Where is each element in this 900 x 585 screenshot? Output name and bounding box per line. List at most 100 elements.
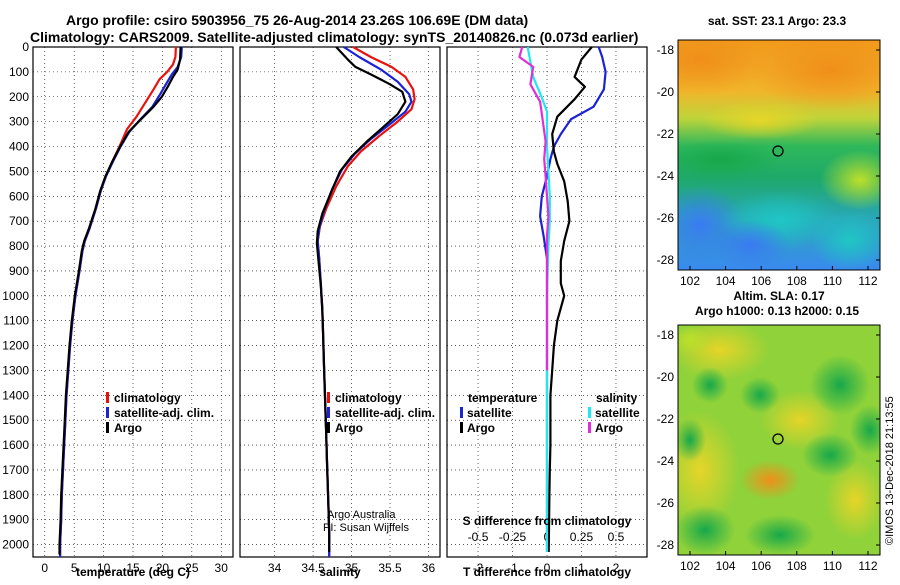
legend-swatch-temp-satellite — [460, 407, 463, 418]
depth-tick-label: 700 — [9, 214, 29, 228]
legend-label-sal-satellite: satellite — [595, 406, 640, 420]
temperature-xtick-label: 20 — [156, 561, 170, 575]
map-xtick-label: 108 — [787, 274, 807, 288]
x-axis-ticks: 0 5 10 15 20 25 30 34 34.5 35 35.5 36 -2 -1 0 1 2 -0.5 -0.… — [41, 530, 624, 575]
credit-pi: PI: Susan Wijffels — [323, 522, 409, 534]
sst-map-image — [678, 40, 880, 270]
sla-map-image — [678, 325, 880, 555]
map-xtick-label: 112 — [858, 274, 877, 288]
salinity-plot-frame — [239, 46, 441, 558]
depth-tick-label: 1700 — [2, 463, 29, 477]
legend-swatch-climatology — [327, 392, 330, 403]
depth-tick-label: 1900 — [2, 513, 29, 527]
legend-label-argo: Argo — [335, 421, 363, 435]
salinity-difference-tick-label: 0.5 — [608, 530, 625, 544]
legend-swatch-argo — [106, 422, 109, 433]
legend-label-temp-satellite: satellite — [467, 406, 512, 420]
legend-title-temperature: temperature — [468, 391, 538, 405]
temperature-xtick-label: 15 — [126, 561, 140, 575]
legend-label-climatology: climatology — [335, 391, 402, 405]
differences-series-salinity-argo — [518, 46, 550, 371]
depth-tick-label: 100 — [9, 65, 29, 79]
legend-label-satellite: satellite-adj. clim. — [114, 406, 214, 420]
salinity-series-argo — [315, 46, 407, 552]
sst-map-axes: 102 104 106 108 110 112 -18 -20 -22 -24 -26 -28 — [657, 43, 880, 288]
map-ytick-label: -24 — [657, 169, 675, 183]
legend-swatch-temp-argo — [460, 422, 463, 433]
imos-credit: ©IMOS 13-Dec-2018 21:13:55 — [884, 396, 896, 545]
header-line-1: Argo profile: csiro 5903956_75 26-Aug-20… — [66, 12, 528, 28]
temperature-series-argo — [58, 46, 182, 555]
sst-map-title: sat. SST: 23.1 Argo: 23.3 — [708, 14, 847, 28]
credit-argo-australia: Argo Australia — [327, 509, 396, 521]
legend-label-satellite: satellite-adj. clim. — [335, 406, 435, 420]
depth-tick-label: 900 — [9, 264, 29, 278]
salinity-legend: climatology satellite-adj. clim. Argo Ar… — [323, 391, 435, 534]
sla-map-frame — [677, 324, 881, 556]
sla-argo-location-marker — [772, 433, 784, 445]
map-xtick-label: 112 — [858, 559, 877, 573]
map-xtick-label: 106 — [751, 559, 771, 573]
map-ytick-label: -22 — [657, 412, 675, 426]
depth-tick-label: 1400 — [2, 388, 29, 402]
temperature-xlabel: temperature (deg C) — [76, 565, 190, 579]
sla-map-title-2: Argo h1000: 0.13 h2000: 0.15 — [695, 304, 859, 318]
depth-tick-label: 1800 — [2, 488, 29, 502]
depth-tick-label: 1200 — [2, 339, 29, 353]
legend-label-sal-argo: Argo — [595, 421, 623, 435]
salinity-xtick-label: 34.5 — [301, 561, 325, 575]
depth-tick-label: 1300 — [2, 363, 29, 377]
temperature-xtick-label: 30 — [215, 561, 229, 575]
map-ytick-label: -20 — [657, 85, 675, 99]
salinity-xtick-label: 35.5 — [378, 561, 402, 575]
legend-label-argo: Argo — [114, 421, 142, 435]
salinity-difference-tick-label: -0.5 — [468, 530, 489, 544]
difference-legend: temperature satellite Argo salinity sate… — [460, 391, 640, 435]
depth-tick-label: 300 — [9, 115, 29, 129]
depth-tick-label: 600 — [9, 189, 29, 203]
map-ytick-label: -28 — [657, 538, 675, 552]
temperature-series-satellite-adj-clim- — [58, 46, 183, 557]
depth-tick-label: 1000 — [2, 289, 29, 303]
temperature-xtick-label: 10 — [97, 561, 111, 575]
map-xtick-label: 102 — [680, 559, 700, 573]
header-line-2: Climatology: CARS2009. Satellite-adjuste… — [30, 29, 638, 45]
temperature-xtick-label: 0 — [41, 561, 48, 575]
map-xtick-label: 110 — [823, 559, 842, 573]
differences-xtick-label: -1 — [507, 561, 518, 575]
map-ytick-label: -22 — [657, 127, 675, 141]
map-ytick-label: -26 — [657, 496, 675, 510]
legend-swatch-sal-argo — [588, 422, 591, 433]
differences-xtick-label: 2 — [613, 561, 620, 575]
salinity-xtick-label: 35 — [345, 561, 359, 575]
map-ytick-label: -28 — [657, 253, 675, 267]
map-ytick-label: -26 — [657, 211, 675, 225]
legend-label-climatology: climatology — [114, 391, 181, 405]
salinity-difference-tick-label: -0.25 — [499, 530, 527, 544]
depth-tick-label: 0 — [22, 40, 29, 54]
differences-xtick-label: -2 — [473, 561, 484, 575]
map-xtick-label: 104 — [716, 274, 736, 288]
differences-xtick-label: 1 — [578, 561, 585, 575]
profile-series — [58, 46, 607, 557]
depth-tick-label: 1600 — [2, 438, 29, 452]
map-ytick-label: -24 — [657, 454, 675, 468]
sla-map-axes: 102 104 106 108 110 112 -18 -20 -22 -24 -26 -28 — [657, 328, 880, 573]
temperature-xtick-label: 5 — [71, 561, 78, 575]
map-xtick-label: 102 — [680, 274, 700, 288]
depth-axis: 0 100 200 300 400 500 600 700 800 900 1000 1100 1200… — [2, 40, 29, 552]
depth-tick-label: 2000 — [2, 538, 29, 552]
depth-tick-label: 800 — [9, 239, 29, 253]
map-xtick-label: 104 — [716, 559, 736, 573]
salinity-xtick-label: 34 — [268, 561, 282, 575]
temperature-legend: climatology satellite-adj. clim. Argo — [106, 391, 214, 435]
temperature-xtick-label: 25 — [185, 561, 199, 575]
depth-tick-label: 1500 — [2, 413, 29, 427]
differences-series-salinity-satellite — [526, 46, 551, 552]
salinity-xtick-label: 36 — [422, 561, 436, 575]
legend-swatch-satellite — [106, 407, 109, 418]
salinity-difference-xlabel: S difference from climatology — [463, 514, 632, 528]
sla-map-title-1: Altim. SLA: 0.17 — [733, 289, 825, 303]
sst-argo-location-marker — [772, 145, 784, 157]
map-xtick-label: 110 — [823, 274, 842, 288]
